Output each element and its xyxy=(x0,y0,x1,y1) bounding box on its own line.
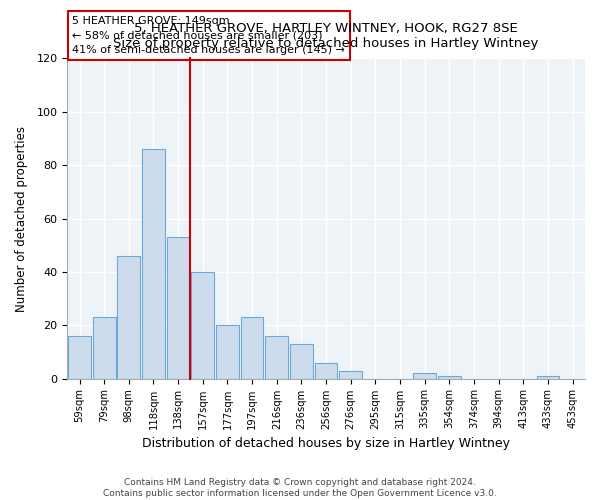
Bar xyxy=(241,317,263,378)
X-axis label: Distribution of detached houses by size in Hartley Wintney: Distribution of detached houses by size … xyxy=(142,437,510,450)
Bar xyxy=(340,370,362,378)
Bar xyxy=(142,149,165,378)
Bar xyxy=(191,272,214,378)
Bar xyxy=(265,336,288,378)
Bar xyxy=(290,344,313,378)
Bar xyxy=(413,373,436,378)
Text: Contains HM Land Registry data © Crown copyright and database right 2024.
Contai: Contains HM Land Registry data © Crown c… xyxy=(103,478,497,498)
Y-axis label: Number of detached properties: Number of detached properties xyxy=(15,126,28,312)
Title: 5, HEATHER GROVE, HARTLEY WINTNEY, HOOK, RG27 8SE
Size of property relative to d: 5, HEATHER GROVE, HARTLEY WINTNEY, HOOK,… xyxy=(113,22,539,50)
Bar xyxy=(438,376,461,378)
Text: 5 HEATHER GROVE: 149sqm
← 58% of detached houses are smaller (203)
41% of semi-d: 5 HEATHER GROVE: 149sqm ← 58% of detache… xyxy=(73,16,345,55)
Bar xyxy=(315,362,337,378)
Bar xyxy=(167,237,190,378)
Bar xyxy=(68,336,91,378)
Bar xyxy=(93,317,116,378)
Bar xyxy=(536,376,559,378)
Bar xyxy=(118,256,140,378)
Bar xyxy=(216,325,239,378)
